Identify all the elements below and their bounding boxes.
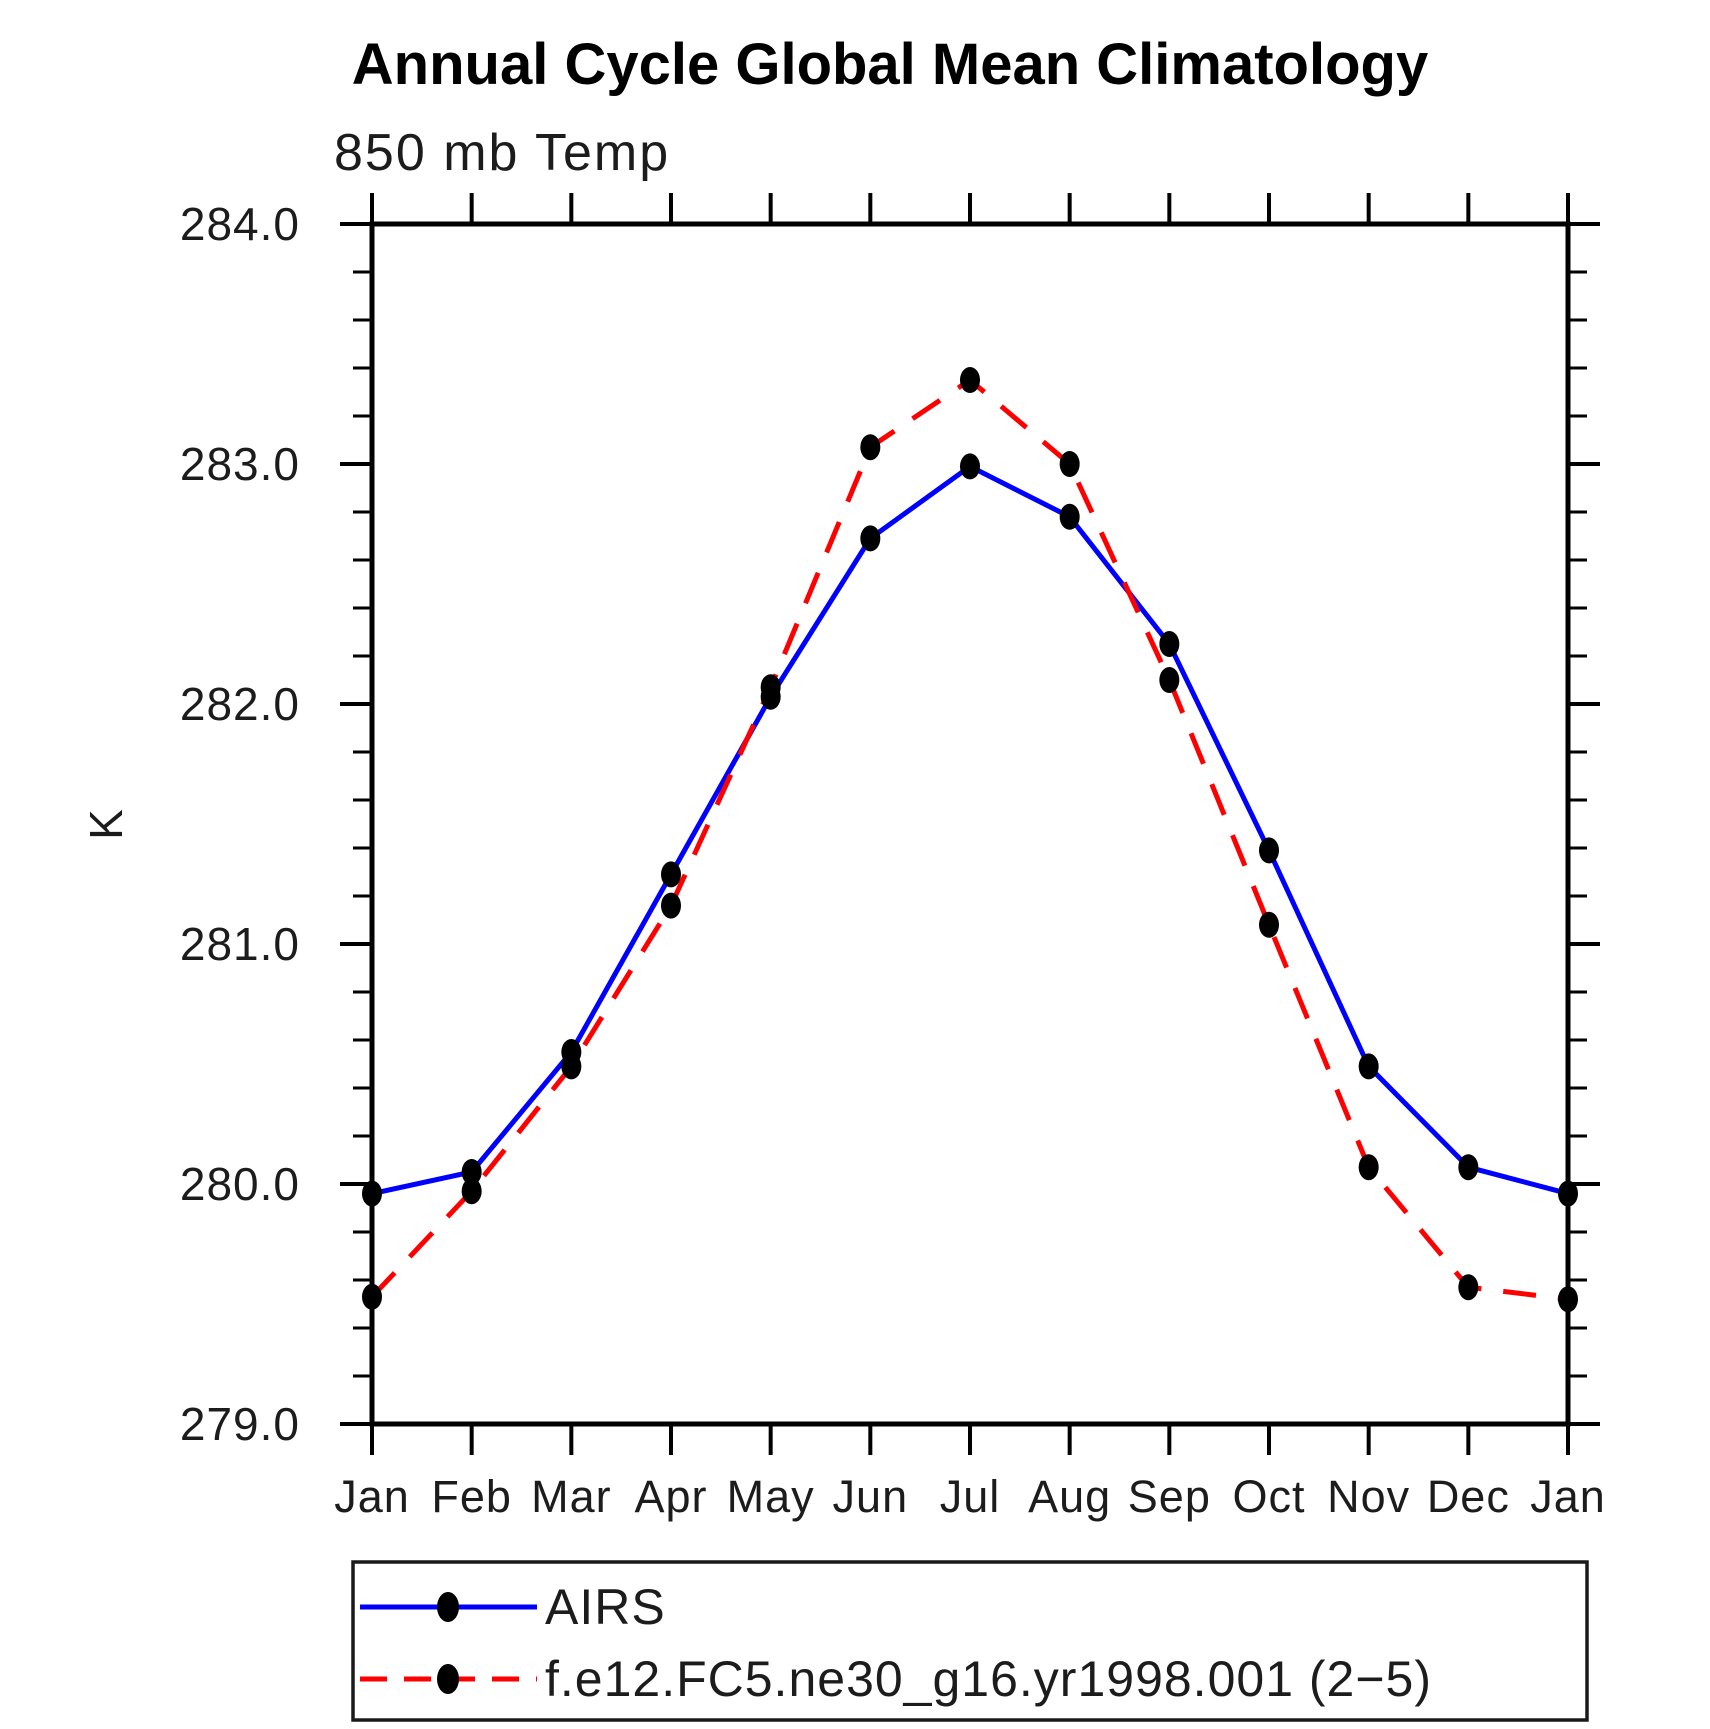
data-point-airs xyxy=(1059,503,1080,530)
x-tick-label: Apr xyxy=(634,1471,707,1522)
x-tick-label: Mar xyxy=(531,1471,612,1522)
axis-ticks xyxy=(340,193,1600,1455)
data-point-airs xyxy=(960,453,980,480)
data-point-airs xyxy=(1159,631,1180,657)
legend-box xyxy=(351,1560,1589,1722)
data-point-airs xyxy=(1558,1180,1578,1207)
y-axis-label: K xyxy=(80,808,132,840)
data-point-model xyxy=(1358,1154,1379,1181)
data-point-airs xyxy=(1458,1154,1479,1181)
data-point-model xyxy=(1558,1286,1578,1313)
data-point-model xyxy=(1159,667,1180,693)
data-point-airs xyxy=(1358,1053,1379,1080)
legend: AIRS f.e12.FC5.ne30_g16.yr1998.001 (2−5) xyxy=(351,1560,1589,1722)
x-tick-label: Jan xyxy=(1530,1471,1606,1522)
data-point-model xyxy=(1259,911,1279,938)
data-point-model xyxy=(461,1178,482,1205)
y-tick-label: 284.0 xyxy=(180,198,300,250)
data-point-model xyxy=(860,434,881,461)
series-layer xyxy=(362,367,1578,1313)
x-tick-label: May xyxy=(727,1471,815,1522)
legend-marker-model xyxy=(437,1664,459,1694)
data-point-airs xyxy=(661,861,681,888)
data-point-model xyxy=(661,892,681,919)
x-tick-label: Oct xyxy=(1232,1471,1305,1522)
data-point-model xyxy=(362,1283,382,1310)
data-point-model xyxy=(760,674,781,701)
x-tick-label: Nov xyxy=(1327,1471,1410,1522)
x-tick-label: Dec xyxy=(1427,1471,1510,1522)
data-point-airs xyxy=(362,1180,382,1207)
data-point-airs xyxy=(461,1159,482,1185)
axis-tick-labels: 279.0 280.0 281.0 282.0 283.0 284.0 Jan Feb Mar A… xyxy=(180,198,1606,1522)
data-point-airs xyxy=(860,525,881,552)
data-point-model xyxy=(960,367,980,393)
data-point-model xyxy=(1059,451,1080,477)
chart-subtitle: 850 mb Temp xyxy=(334,124,670,182)
legend-label-model: f.e12.FC5.ne30_g16.yr1998.001 (2−5) xyxy=(545,1651,1432,1707)
y-tick-label: 282.0 xyxy=(180,678,300,730)
plot-frame-rect xyxy=(369,221,1571,1427)
y-tick-label: 283.0 xyxy=(180,438,300,490)
x-tick-label: Aug xyxy=(1028,1471,1111,1522)
series-line-model xyxy=(370,376,1569,1302)
x-tick-label: Feb xyxy=(431,1471,512,1522)
x-tick-label: Sep xyxy=(1128,1471,1211,1522)
legend-label-airs: AIRS xyxy=(545,1579,666,1635)
x-tick-label: Jun xyxy=(833,1471,909,1522)
plot-frame xyxy=(369,221,1571,1427)
chart-title: Annual Cycle Global Mean Climatology xyxy=(352,32,1428,97)
data-point-model xyxy=(561,1053,582,1080)
y-tick-label: 279.0 xyxy=(180,1398,300,1450)
x-tick-label: Jan xyxy=(334,1471,410,1522)
x-tick-label: Jul xyxy=(940,1471,1001,1522)
y-tick-label: 280.0 xyxy=(180,1158,300,1210)
data-point-airs xyxy=(1259,837,1279,864)
y-tick-label: 281.0 xyxy=(180,918,300,970)
legend-marker-airs xyxy=(437,1592,459,1622)
data-point-model xyxy=(1458,1274,1479,1301)
series-line-airs xyxy=(371,463,1569,1197)
